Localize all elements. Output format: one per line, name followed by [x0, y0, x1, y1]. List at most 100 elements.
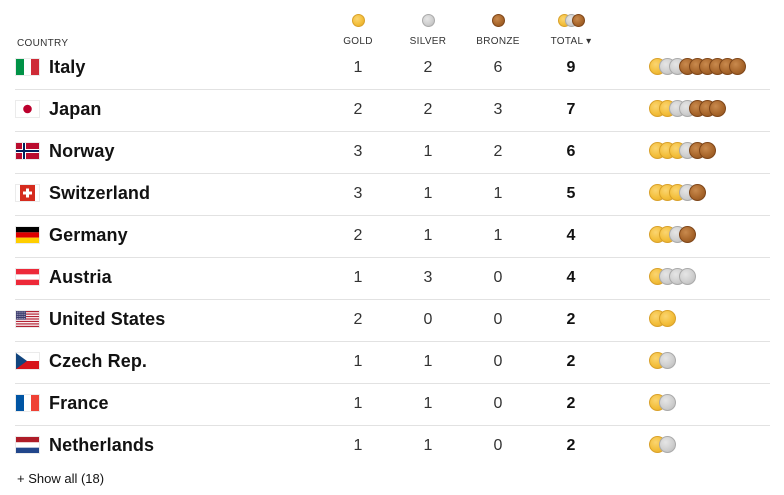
bronze-count: 2 [493, 143, 503, 160]
silver-medal-icon [679, 268, 696, 285]
czech-republic-flag-icon [16, 353, 39, 369]
silver-count: 1 [423, 185, 433, 202]
table-row: Japan 2 2 3 7 [15, 90, 770, 132]
country-name: Germany [49, 225, 128, 245]
total-column-label: TOTAL ▾ [550, 36, 592, 47]
country-name: Norway [49, 141, 115, 161]
medal-icons-strip [649, 226, 696, 243]
show-all-button[interactable]: + Show all (18) [17, 471, 105, 486]
total-count: 2 [566, 395, 576, 412]
silver-count: 0 [423, 311, 433, 328]
silver-count: 1 [423, 353, 433, 370]
gold-count: 2 [353, 227, 363, 244]
table-row: Italy 1 2 6 9 [15, 48, 770, 90]
medal-icons-strip [649, 352, 676, 369]
country-name: Switzerland [49, 183, 151, 203]
table-row: Czech Rep. 1 1 0 2 [15, 342, 770, 384]
silver-count: 1 [423, 227, 433, 244]
country-column-header: COUNTRY [17, 38, 69, 49]
norway-flag-icon [16, 143, 39, 159]
total-count: 7 [566, 101, 576, 118]
total-count: 2 [566, 437, 576, 454]
gold-count: 2 [353, 311, 363, 328]
united-states-flag-icon [16, 311, 39, 327]
table-row: France 1 1 0 2 [15, 384, 770, 426]
medal-table: Italy 1 2 6 9 Japan 2 2 3 7 Norway 3 1 2 6 Switzerland 3… [0, 48, 784, 467]
italy-flag-icon [16, 59, 39, 75]
table-row: Norway 3 1 2 6 [15, 132, 770, 174]
total-count: 2 [566, 353, 576, 370]
country-name: France [49, 393, 109, 413]
switzerland-flag-icon [16, 185, 39, 201]
medal-icons-strip [649, 184, 706, 201]
table-row: Austria 1 3 0 4 [15, 258, 770, 300]
total-count: 5 [566, 185, 576, 202]
gold-count: 1 [353, 437, 363, 454]
medal-icons-strip [649, 436, 676, 453]
bronze-count: 0 [493, 353, 503, 370]
gold-count: 2 [353, 101, 363, 118]
country-name: Czech Rep. [49, 351, 148, 371]
silver-count: 3 [423, 269, 433, 286]
silver-column-label: SILVER [409, 36, 447, 47]
france-flag-icon [16, 395, 39, 411]
austria-flag-icon [16, 269, 39, 285]
bronze-medal-icon [571, 14, 585, 27]
country-name: Japan [49, 99, 102, 119]
total-count: 9 [566, 59, 576, 76]
table-row: United States 2 0 0 2 [15, 300, 770, 342]
bronze-count: 3 [493, 101, 503, 118]
country-name: Austria [49, 267, 112, 287]
silver-count: 2 [423, 101, 433, 118]
medal-icons-strip [649, 268, 696, 285]
gold-medal-icon [351, 14, 365, 27]
country-name: Netherlands [49, 435, 155, 455]
gold-count: 1 [353, 59, 363, 76]
total-count: 4 [566, 269, 576, 286]
silver-medal-icon [421, 14, 435, 27]
bronze-count: 0 [493, 437, 503, 454]
silver-medal-icon [659, 352, 676, 369]
medal-icons-strip [649, 58, 746, 75]
gold-count: 1 [353, 353, 363, 370]
medal-icons-strip [649, 100, 726, 117]
silver-medal-icon [659, 394, 676, 411]
bronze-count: 0 [493, 269, 503, 286]
bronze-medal-icon [679, 226, 696, 243]
medal-icons-strip [649, 310, 676, 327]
bronze-column-label: BRONZE [476, 36, 520, 47]
bronze-medal-icon [689, 184, 706, 201]
total-count: 6 [566, 143, 576, 160]
table-row: Netherlands 1 1 0 2 [15, 426, 770, 467]
silver-count: 2 [423, 59, 433, 76]
table-row: Switzerland 3 1 1 5 [15, 174, 770, 216]
gold-count: 1 [353, 395, 363, 412]
bronze-count: 1 [493, 227, 503, 244]
table-row: Germany 2 1 1 4 [15, 216, 770, 258]
bronze-count: 0 [493, 395, 503, 412]
gold-count: 3 [353, 143, 363, 160]
silver-column-header: SILVER [393, 14, 463, 47]
total-sort-header[interactable]: TOTAL ▾ [536, 14, 606, 47]
country-name: United States [49, 309, 166, 329]
bronze-medal-icon [729, 58, 746, 75]
bronze-medal-icon [709, 100, 726, 117]
germany-flag-icon [16, 227, 39, 243]
gold-column-header: GOLD [323, 14, 393, 47]
gold-count: 1 [353, 269, 363, 286]
bronze-medal-icon [699, 142, 716, 159]
silver-count: 1 [423, 437, 433, 454]
silver-count: 1 [423, 143, 433, 160]
bronze-count: 6 [493, 59, 503, 76]
bronze-medal-icon [491, 14, 505, 27]
netherlands-flag-icon [16, 437, 39, 453]
silver-count: 1 [423, 395, 433, 412]
gold-column-label: GOLD [343, 36, 373, 47]
total-count: 2 [566, 311, 576, 328]
gold-count: 3 [353, 185, 363, 202]
medal-icons-strip [649, 394, 676, 411]
gold-medal-icon [659, 310, 676, 327]
silver-medal-icon [659, 436, 676, 453]
country-name: Italy [49, 57, 86, 77]
medal-icons-strip [649, 142, 716, 159]
